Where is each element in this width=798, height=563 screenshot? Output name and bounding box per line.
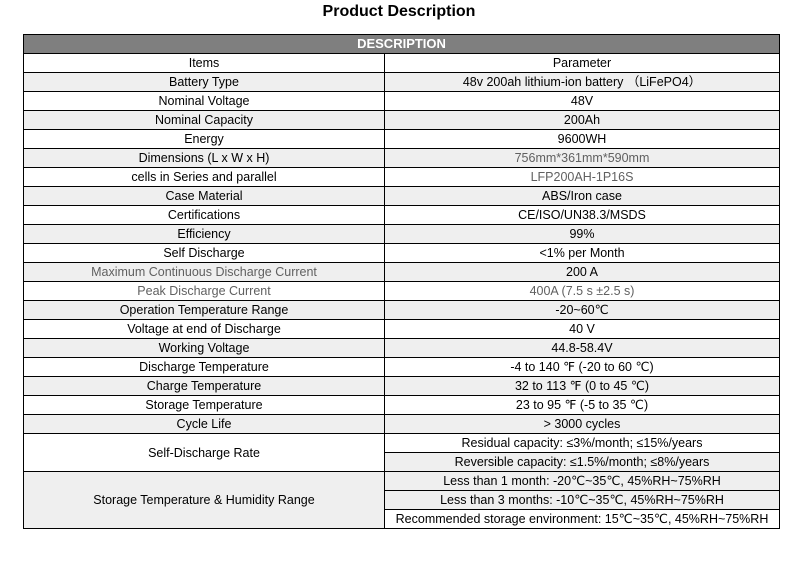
table-row: Nominal Capacity 200Ah	[23, 110, 780, 130]
item-cell: Certifications	[23, 205, 385, 225]
item-cell: Peak Discharge Current	[23, 281, 385, 301]
value-cell: 9600WH	[384, 129, 780, 149]
value-cell: <1% per Month	[384, 243, 780, 263]
table-row: Maximum Continuous Discharge Current 200…	[23, 262, 780, 282]
item-cell: Nominal Capacity	[23, 110, 385, 130]
item-cell: Nominal Voltage	[23, 91, 385, 111]
table-row: Recommended storage environment: 15℃~35℃…	[24, 509, 780, 529]
table-row: Working Voltage 44.8-58.4V	[23, 338, 780, 358]
table-row: Case Material ABS/Iron case	[23, 186, 780, 206]
table-row: Reversible capacity: ≤1.5%/month; ≤8%/ye…	[24, 452, 780, 472]
table-row: Voltage at end of Discharge 40 V	[23, 319, 780, 339]
value-cell: Residual capacity: ≤3%/month; ≤15%/years	[384, 433, 780, 453]
value-cell: 99%	[384, 224, 780, 244]
table-row: Storage Temperature & Humidity Range Les…	[23, 471, 780, 529]
value-cell: 200Ah	[384, 110, 780, 130]
value-cell: 40 V	[384, 319, 780, 339]
value-cell: 400A (7.5 s ±2.5 s)	[384, 281, 780, 301]
value-cell: ABS/Iron case	[384, 186, 780, 206]
value-cell: 200 A	[384, 262, 780, 282]
item-cell: cells in Series and parallel	[23, 167, 385, 187]
item-cell: Storage Temperature	[23, 395, 385, 415]
item-cell: Efficiency	[23, 224, 385, 244]
value-cell: -4 to 140 ℉ (-20 to 60 ℃)	[384, 357, 780, 377]
table-row: Storage Temperature 23 to 95 ℉ (-5 to 35…	[23, 395, 780, 415]
table-row: Self-Discharge Rate Residual capacity: ≤…	[23, 433, 780, 472]
table-row: Less than 3 months: -10℃~35℃, 45%RH~75%R…	[24, 490, 780, 510]
value-cell: Reversible capacity: ≤1.5%/month; ≤8%/ye…	[384, 452, 780, 472]
table-header: DESCRIPTION	[23, 34, 780, 54]
table-row: Charge Temperature 32 to 113 ℉ (0 to 45 …	[23, 376, 780, 396]
item-cell: Discharge Temperature	[23, 357, 385, 377]
item-cell: Energy	[23, 129, 385, 149]
value-cell: 44.8-58.4V	[384, 338, 780, 358]
table-row: Efficiency 99%	[23, 224, 780, 244]
value-cell: -20~60℃	[384, 300, 780, 320]
value-cell: Less than 3 months: -10℃~35℃, 45%RH~75%R…	[384, 490, 780, 510]
page-title: Product Description	[322, 3, 476, 20]
table-row: cells in Series and parallel LFP200AH-1P…	[23, 167, 780, 187]
item-cell: Maximum Continuous Discharge Current	[23, 262, 385, 282]
value-cell: 48V	[384, 91, 780, 111]
table-row: Operation Temperature Range -20~60℃	[23, 300, 780, 320]
value-cell: LFP200AH-1P16S	[384, 167, 780, 187]
value-cell: 23 to 95 ℉ (-5 to 35 ℃)	[384, 395, 780, 415]
item-cell: Dimensions (L x W x H)	[23, 148, 385, 168]
table-row: Dimensions (L x W x H) 756mm*361mm*590mm	[23, 148, 780, 168]
table-row: Peak Discharge Current 400A (7.5 s ±2.5 …	[23, 281, 780, 301]
value-cell: 756mm*361mm*590mm	[384, 148, 780, 168]
item-cell-storage-humidity: Storage Temperature & Humidity Range	[23, 471, 385, 529]
item-cell: Charge Temperature	[23, 376, 385, 396]
table-row: Energy 9600WH	[23, 129, 780, 149]
item-cell: Battery Type	[23, 72, 385, 92]
value-cell: > 3000 cycles	[384, 414, 780, 434]
value-cell: 32 to 113 ℉ (0 to 45 ℃)	[384, 376, 780, 396]
value-cell: Recommended storage environment: 15℃~35℃…	[384, 509, 780, 529]
item-cell: Self Discharge	[23, 243, 385, 263]
table-row: Nominal Voltage 48V	[23, 91, 780, 111]
item-cell-self-discharge-rate: Self-Discharge Rate	[23, 433, 385, 472]
table-row: Discharge Temperature -4 to 140 ℉ (-20 t…	[23, 357, 780, 377]
item-cell: Voltage at end of Discharge	[23, 319, 385, 339]
table-row: Certifications CE/ISO/UN38.3/MSDS	[23, 205, 780, 225]
item-cell: Case Material	[23, 186, 385, 206]
value-cell: 48v 200ah lithium-ion battery （LiFePO4）	[384, 72, 780, 92]
item-cell: Working Voltage	[23, 338, 385, 358]
spec-table: DESCRIPTION Items Parameter Battery Type…	[23, 34, 780, 529]
value-cell: CE/ISO/UN38.3/MSDS	[384, 205, 780, 225]
column-header-items: Items	[23, 53, 385, 73]
table-row: Cycle Life > 3000 cycles	[23, 414, 780, 434]
column-header-parameter: Parameter	[384, 53, 780, 73]
item-cell: Cycle Life	[23, 414, 385, 434]
value-cell: Less than 1 month: -20℃~35℃, 45%RH~75%RH	[384, 471, 780, 491]
item-cell: Operation Temperature Range	[23, 300, 385, 320]
table-row: Self Discharge <1% per Month	[23, 243, 780, 263]
table-row: Battery Type 48v 200ah lithium-ion batte…	[23, 72, 780, 92]
